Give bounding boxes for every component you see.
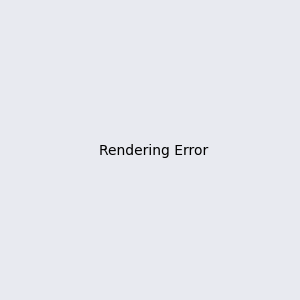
Text: Rendering Error: Rendering Error <box>99 145 208 158</box>
